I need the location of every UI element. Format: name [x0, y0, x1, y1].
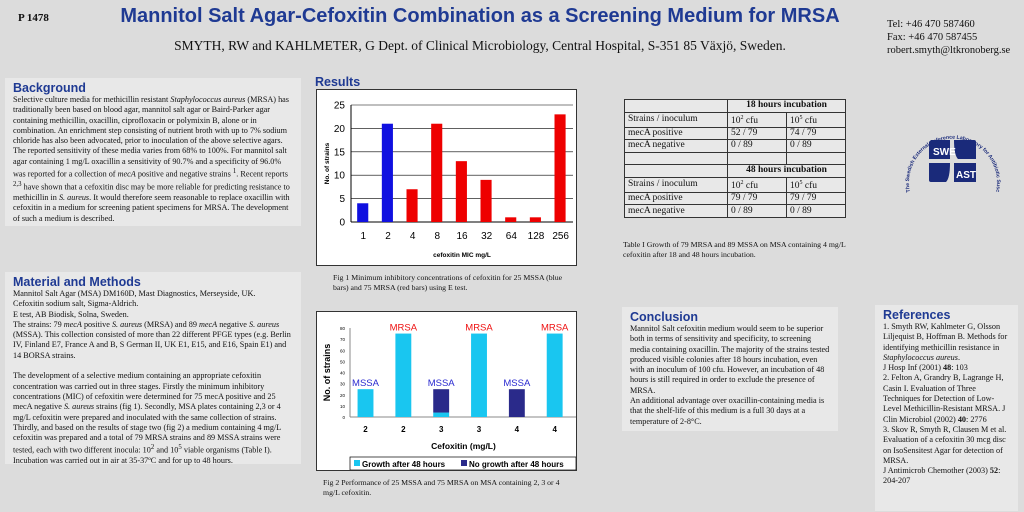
x-tick-label: 64 — [506, 231, 518, 242]
legend-label: No growth after 48 hours — [469, 460, 564, 469]
y-axis-label: No. of strains — [322, 344, 332, 402]
legend-label: Growth after 48 hours — [362, 460, 446, 469]
group-label: MRSA — [390, 323, 418, 334]
svg-text:AST: AST — [956, 170, 976, 181]
y-tick-label: 30 — [340, 382, 346, 387]
y-tick-label: 10 — [334, 171, 346, 182]
table-row: mecA positive 52 / 79 74 / 79 — [623, 126, 846, 141]
group-label: MRSA — [541, 323, 569, 334]
x-tick-label: 128 — [528, 231, 545, 242]
y-tick-label: 50 — [340, 359, 346, 364]
methods-text: Mannitol Salt Agar (MSA) DM160D, Mast Di… — [13, 289, 291, 466]
fig2-performance-chart: 0 10 20 30 40 50 60 70 80 MSSA 2 MRSA 2 MSSA 3 MRSA 3 MSS… — [316, 311, 577, 471]
fig2-caption: Fig 2 Performance of 25 MSSA and 75 MRSA… — [323, 478, 560, 497]
bar — [554, 114, 566, 222]
y-tick-label: 0 — [342, 415, 345, 420]
poster-id: P 1478 — [18, 12, 49, 24]
fig1-caption: Fig 1 Minimum inhibitory concentrations … — [333, 273, 563, 292]
table-row: mecA positive 79 / 79 79 / 79 — [623, 191, 846, 206]
y-tick-label: 20 — [334, 124, 346, 135]
x-tick-label: 32 — [481, 231, 493, 242]
table-row: mecA negative 0 / 89 0 / 89 — [623, 204, 846, 218]
phone: Tel: +46 470 587460 — [887, 19, 975, 30]
y-tick-label: 15 — [334, 147, 346, 158]
conclusion-section: Conclusion Mannitol Salt cefoxitin mediu… — [622, 307, 838, 431]
y-tick-label: 60 — [340, 348, 346, 353]
results-table: 18 hours incubation Strains / inoculum 10… — [623, 99, 846, 218]
y-tick-label: 80 — [340, 326, 346, 331]
x-tick-label: 4 — [515, 425, 520, 434]
bar-segment — [357, 389, 374, 417]
x-tick-label: 3 — [439, 425, 444, 434]
x-tick-label: 256 — [552, 231, 569, 242]
bar-segment — [471, 333, 487, 417]
y-tick-label: 10 — [340, 404, 346, 409]
y-tick-label: 25 — [334, 101, 346, 112]
bar — [480, 179, 492, 222]
y-tick-label: 20 — [340, 393, 346, 398]
group-label: MSSA — [352, 378, 380, 389]
header-48h: 48 hours incubation — [727, 164, 846, 178]
background-section: Background Selective culture media for m… — [5, 78, 301, 226]
inoculum-2: 105 cfu — [786, 111, 846, 128]
swe-ast-logo: The Swedish External Reference Laborator… — [896, 100, 1001, 193]
bar-segment — [546, 333, 563, 417]
x-tick-label: 2 — [385, 231, 391, 242]
contact-info: Tel: +46 470 587460 Fax: +46 470 587455 … — [887, 18, 1010, 57]
bar-segment — [433, 412, 450, 417]
col-label: Strains / inoculum — [623, 111, 729, 128]
bar — [431, 123, 443, 222]
bar-segment — [433, 389, 450, 413]
references-text: 1. Smyth RW, Kahlmeter G, Olsson Liljequ… — [883, 322, 1008, 486]
bar — [455, 161, 467, 222]
x-tick-label: 3 — [477, 425, 482, 434]
svg-text:SWE: SWE — [933, 147, 956, 158]
y-tick-label: 5 — [339, 194, 345, 205]
group-label: MSSA — [428, 378, 456, 389]
bar — [357, 203, 369, 222]
bar — [406, 189, 418, 222]
poster-title: Mannitol Salt Agar-Cefoxitin Combination… — [120, 5, 840, 27]
x-tick-label: 8 — [435, 231, 441, 242]
email: robert.smyth@ltkronoberg.se — [887, 45, 1011, 56]
bar — [505, 217, 517, 222]
x-axis-label: cefoxitin MIC mg/L — [433, 252, 491, 259]
bar — [529, 217, 541, 222]
x-axis-label: Cefoxitin (mg/L) — [431, 441, 496, 451]
x-tick-label: 1 — [361, 231, 367, 242]
fig1-mic-chart: 0 5 10 15 20 25 1 2 4 8 16 32 64 128 256 cefoxitin MIC … — [316, 89, 577, 266]
x-tick-label: 2 — [401, 425, 406, 434]
group-label: MRSA — [465, 323, 493, 334]
y-axis-label: No. of strains — [324, 142, 331, 184]
group-label: MSSA — [503, 378, 531, 389]
methods-section: Material and Methods Mannitol Salt Agar … — [5, 272, 301, 466]
y-tick-label: 70 — [340, 337, 346, 342]
header-18h: 18 hours incubation — [727, 99, 846, 113]
legend-swatch — [354, 460, 360, 466]
authors: SMYTH, RW and KAHLMETER, G Dept. of Clin… — [174, 38, 786, 53]
bar — [381, 123, 393, 222]
bar-segment — [395, 333, 412, 417]
fax: Fax: +46 470 587455 — [887, 32, 978, 43]
section-heading: Material and Methods — [13, 275, 141, 289]
x-tick-label: 2 — [363, 425, 368, 434]
table-row: mecA negative 0 / 89 0 / 89 — [623, 139, 846, 153]
results-heading: Results — [315, 75, 361, 89]
x-tick-label: 4 — [410, 231, 416, 242]
conclusion-text: Mannitol Salt cefoxitin medium would see… — [630, 324, 830, 426]
x-tick-label: 4 — [552, 425, 557, 434]
inoculum-1: 102 cfu — [727, 111, 787, 128]
y-tick-label: 40 — [340, 371, 346, 376]
section-heading: References — [883, 308, 951, 322]
background-text: Selective culture media for methicillin … — [13, 95, 290, 223]
y-tick-label: 0 — [339, 218, 345, 229]
bar-segment — [508, 389, 525, 417]
legend-swatch — [461, 460, 467, 466]
x-tick-label: 16 — [456, 231, 468, 242]
section-heading: Conclusion — [630, 310, 699, 324]
references-section: References 1. Smyth RW, Kahlmeter G, Ols… — [875, 305, 1018, 511]
section-heading: Background — [13, 81, 86, 95]
table-caption: Table I Growth of 79 MRSA and 89 MSSA on… — [623, 240, 846, 259]
